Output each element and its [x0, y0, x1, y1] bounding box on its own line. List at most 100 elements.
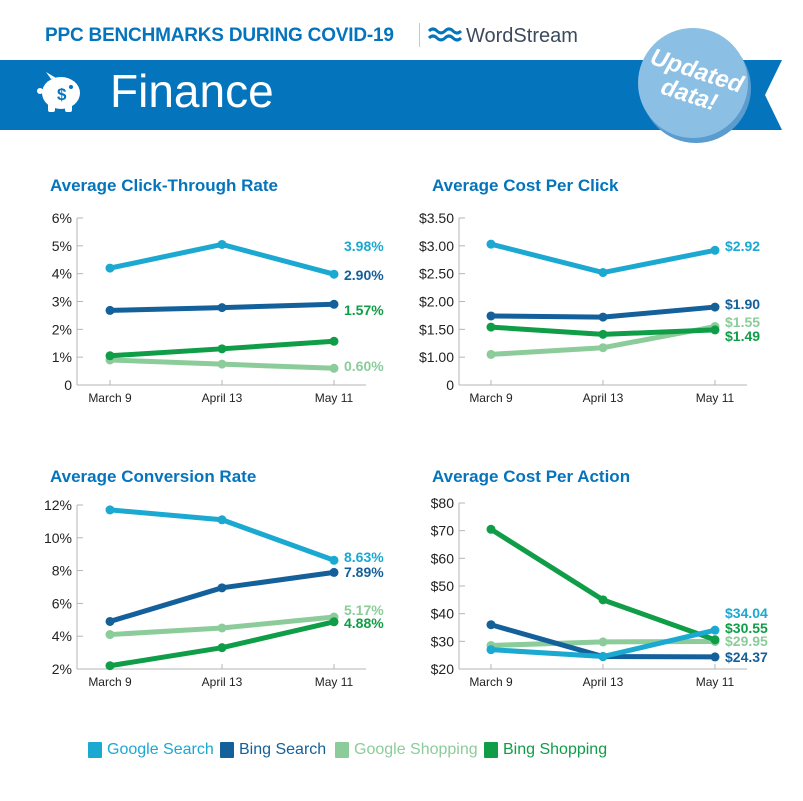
data-point — [217, 344, 227, 354]
legend-item: Bing Search — [220, 741, 326, 759]
header-divider — [419, 23, 420, 47]
x-tick-label: April 13 — [583, 675, 624, 689]
legend-label: Google Search — [107, 741, 214, 758]
data-label: 1.57% — [344, 302, 384, 318]
x-tick-label: May 11 — [315, 391, 354, 405]
x-tick-label: March 9 — [469, 675, 513, 689]
y-tick-label: 3% — [52, 294, 72, 310]
data-label: 4.88% — [344, 615, 384, 631]
data-point — [598, 329, 608, 339]
chart-title: Average Cost Per Click — [432, 176, 619, 195]
data-point — [598, 312, 608, 322]
y-tick-label: 0 — [446, 377, 454, 393]
data-point — [329, 363, 339, 373]
y-tick-label: 2% — [52, 321, 72, 337]
data-point — [486, 239, 496, 249]
y-tick-label: 5% — [52, 238, 72, 254]
legend-item: Google Search — [88, 741, 214, 759]
updated-data-badge: Updated data! — [638, 28, 751, 143]
y-tick-label: $20 — [431, 661, 455, 677]
data-point — [598, 637, 608, 647]
data-point — [486, 524, 496, 534]
data-label: $29.95 — [725, 633, 768, 649]
series-google-shopping — [105, 612, 339, 640]
x-tick-label: May 11 — [696, 675, 735, 689]
category-banner — [0, 60, 782, 130]
series-bing-search — [105, 299, 339, 315]
y-tick-label: $2.50 — [419, 266, 454, 282]
data-point — [710, 625, 720, 635]
chart-title: Average Cost Per Action — [432, 467, 630, 486]
data-point — [217, 303, 227, 313]
y-tick-label: 4% — [52, 266, 72, 282]
data-point — [329, 299, 339, 309]
svg-text:$: $ — [57, 85, 67, 104]
x-tick-label: March 9 — [469, 391, 513, 405]
data-label: $1.49 — [725, 328, 760, 344]
data-point — [217, 359, 227, 369]
y-tick-label: 4% — [52, 628, 72, 644]
data-label: 8.63% — [344, 549, 384, 565]
data-point — [105, 630, 115, 640]
y-tick-label: 1% — [52, 349, 72, 365]
data-point — [105, 305, 115, 315]
series-google-search — [105, 505, 339, 565]
series-bing-shopping — [486, 524, 720, 645]
data-point — [710, 302, 720, 312]
x-tick-label: April 13 — [583, 391, 624, 405]
data-point — [486, 645, 496, 655]
y-tick-label: 12% — [44, 497, 72, 513]
wordstream-logo-icon — [428, 27, 462, 42]
chart-title: Average Click-Through Rate — [50, 176, 278, 195]
data-point — [329, 269, 339, 279]
legend-swatch — [88, 742, 102, 758]
legend-item: Google Shopping — [335, 741, 478, 759]
data-label: 3.98% — [344, 238, 384, 254]
chart-4: Average Cost Per Action $20 $30 $40 $50 $60 $7… — [431, 467, 768, 689]
data-label: $24.37 — [725, 649, 768, 665]
data-point — [710, 325, 720, 335]
data-point — [598, 268, 608, 278]
legend-swatch — [335, 742, 349, 758]
series-google-search — [486, 625, 720, 662]
data-label: 0.60% — [344, 358, 384, 374]
data-label: 7.89% — [344, 564, 384, 580]
legend-label: Bing Search — [239, 741, 327, 758]
y-tick-label: 10% — [44, 530, 72, 546]
y-tick-label: $50 — [431, 578, 455, 594]
series-google-search — [105, 239, 339, 279]
y-tick-label: $60 — [431, 550, 455, 566]
data-label: $30.55 — [725, 620, 768, 636]
data-point — [486, 311, 496, 321]
infographic-title: PPC BENCHMARKS DURING COVID-19 — [45, 25, 394, 46]
data-point — [217, 623, 227, 633]
x-tick-label: March 9 — [88, 391, 132, 405]
piggy-bank-dollar-icon: $ — [37, 72, 80, 112]
legend-label: Google Shopping — [354, 741, 478, 758]
data-point — [105, 351, 115, 361]
data-point — [217, 643, 227, 653]
series-bing-shopping — [105, 617, 339, 671]
series-bing-search — [105, 567, 339, 626]
data-point — [105, 661, 115, 671]
chart-3: Average Conversion Rate 2% 4% 6% 8% 10% 12% Mar… — [44, 467, 384, 689]
y-tick-label: 8% — [52, 563, 72, 579]
data-point — [710, 635, 720, 645]
x-tick-label: May 11 — [696, 391, 735, 405]
y-tick-label: $3.50 — [419, 210, 454, 226]
y-tick-label: $3.00 — [419, 238, 454, 254]
series-google-search — [486, 239, 720, 278]
y-tick-label: $70 — [431, 523, 455, 539]
data-point — [329, 336, 339, 346]
data-point — [486, 620, 496, 630]
y-tick-label: $30 — [431, 633, 455, 649]
y-tick-label: $40 — [431, 606, 455, 622]
data-label: $1.90 — [725, 296, 760, 312]
x-tick-label: May 11 — [315, 675, 354, 689]
data-point — [105, 505, 115, 515]
x-tick-label: April 13 — [202, 391, 243, 405]
series-bing-search — [486, 302, 720, 322]
data-point — [598, 595, 608, 605]
data-point — [710, 245, 720, 255]
